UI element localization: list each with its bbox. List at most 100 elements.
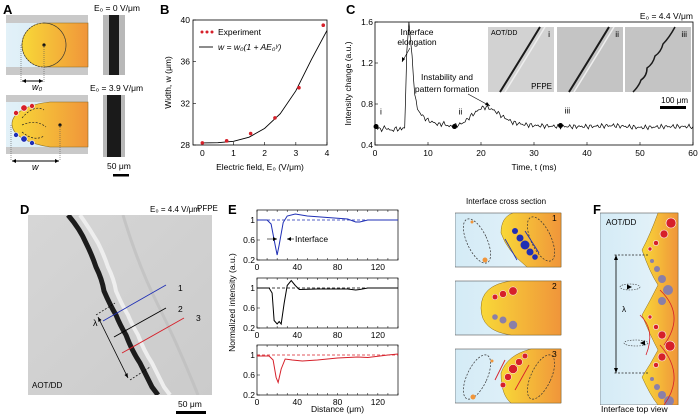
panel-a-schematic <box>6 15 129 177</box>
scalebar-d <box>176 411 206 414</box>
y-tick-label-e: 0.6 <box>243 370 255 380</box>
y-tick-label-e: 1 <box>250 350 255 360</box>
time-marker-label: iii <box>565 106 571 116</box>
line-label-1: 1 <box>178 283 183 293</box>
inset-micrograph-ii: ii <box>557 26 623 93</box>
arrowhead <box>273 237 277 241</box>
annotation-elongation: elongation <box>397 37 437 47</box>
fit-curve-b <box>202 30 328 144</box>
experiment-point-b <box>273 116 277 120</box>
panel-label-a: A <box>3 2 13 17</box>
lambda-label-d: λ <box>93 318 98 328</box>
x-tick-label-c: 10 <box>423 148 433 158</box>
time-marker-iii <box>558 123 563 129</box>
interface-line <box>632 26 676 93</box>
annotation-instability: Instability and <box>421 72 473 82</box>
x-tick-label-e: 80 <box>333 330 343 340</box>
panel-label-f: F <box>593 202 601 217</box>
top-view-schematic <box>600 212 679 405</box>
panel-label-d: D <box>20 202 30 217</box>
inset-label: iii <box>681 29 687 39</box>
cross-section-schematics <box>455 212 562 404</box>
x-tick-label-e: 0 <box>255 397 260 407</box>
x-tick-label-c: 50 <box>635 148 645 158</box>
x-tick-label-e: 120 <box>371 397 385 407</box>
legend-label-fit: w = w₀(1 + AE₀ᵞ) <box>218 42 282 52</box>
w-label: w <box>32 162 39 172</box>
time-marker-i <box>373 124 379 130</box>
aot-label-d: AOT/DD <box>32 381 63 390</box>
chart-b: 0 1 2 3 4 28 32 36 40 Electric field, E₀ (V/μm) Wi… <box>163 15 330 172</box>
annotation-elongation: Interface <box>400 27 433 37</box>
x-tick-label-e: 0 <box>255 330 260 340</box>
x-axis-label-c: Time, t (ms) <box>511 162 556 172</box>
scalebar-c <box>660 106 686 109</box>
arrowhead <box>287 237 291 241</box>
inset-micrograph-i: i <box>488 26 554 93</box>
scalebar-label-a: 50 μm <box>107 161 131 171</box>
interface-annotation: Interface <box>295 234 328 244</box>
x-axis-label-b: Electric field, E₀ (V/μm) <box>216 162 304 172</box>
legend-marker-experiment <box>205 30 209 34</box>
profile-line-3 <box>121 317 185 354</box>
experiment-point-b <box>321 23 326 28</box>
panel-label-e: E <box>228 202 237 217</box>
arrowhead <box>402 57 405 62</box>
x-tick-label-c: 40 <box>582 148 592 158</box>
x-tick-label-b: 2 <box>262 148 267 158</box>
profile-curve-2 <box>257 279 398 326</box>
scalebar-label-d: 50 μm <box>178 399 202 409</box>
plot-frame-b <box>192 19 328 146</box>
profile-line-2 <box>113 307 167 338</box>
x-tick-label-b: 3 <box>293 148 298 158</box>
panel-label-b: B <box>160 2 170 17</box>
y-tick-label-c: 0.4 <box>361 140 373 150</box>
y-tick-label-e: 0.2 <box>243 390 255 400</box>
x-tick-label-b: 0 <box>200 148 205 158</box>
lambda-label-f: λ <box>622 305 626 314</box>
intensity-line-c <box>374 21 694 133</box>
y-tick-label-c: 0.8 <box>361 99 373 109</box>
x-tick-label-c: 0 <box>373 148 378 158</box>
cross-section-number-1: 1 <box>552 213 557 223</box>
panel-label-c: C <box>346 2 356 17</box>
interface-highlight <box>573 26 615 93</box>
y-tick-label-b: 32 <box>181 98 191 108</box>
scalebar-a <box>113 174 129 177</box>
field-label-a-top: E₀ = 0 V/μm <box>94 3 140 13</box>
y-tick-label-c: 1.2 <box>361 58 373 68</box>
y-tick-label-e: 1 <box>250 283 255 293</box>
experiment-point-b <box>248 131 253 136</box>
experiment-point-b <box>224 139 229 143</box>
y-tick-label-e: 0.2 <box>243 323 255 333</box>
inset-pfpe-label: PFPE <box>531 82 552 91</box>
x-axis-label-e: Distance (μm) <box>311 404 364 414</box>
caption-f: Interface top view <box>601 404 668 414</box>
experiment-point-b <box>297 85 301 90</box>
micrograph-with-field <box>103 95 125 157</box>
y-tick-label-e: 0.6 <box>243 235 255 245</box>
annotation-instability: pattern formation <box>415 84 480 94</box>
time-marker-label: i <box>380 107 382 117</box>
pfpe-label-d: PFPE <box>197 204 218 213</box>
y-tick-label-b: 36 <box>181 57 191 67</box>
y-tick-label-b: 40 <box>181 15 191 25</box>
micrograph-no-field <box>103 15 125 75</box>
time-marker-label: ii <box>459 107 463 117</box>
legend-marker-experiment <box>210 30 214 34</box>
interface-line <box>568 26 610 93</box>
legend-label-experiment: Experiment <box>218 27 262 37</box>
micrograph-d <box>28 215 212 395</box>
arrowhead <box>485 102 490 106</box>
interface-highlight <box>504 26 546 93</box>
x-tick-label-c: 20 <box>476 148 486 158</box>
x-tick-label-e: 120 <box>371 330 385 340</box>
line-label-2: 2 <box>178 304 183 314</box>
x-tick-label-c: 60 <box>688 148 698 158</box>
w0-label: w₀ <box>32 82 43 92</box>
inset-aot-label: AOT/DD <box>491 30 517 37</box>
interface-line <box>499 26 541 93</box>
scalebar-label-c: 100 μm <box>661 96 688 105</box>
x-tick-label-e: 120 <box>371 262 385 272</box>
